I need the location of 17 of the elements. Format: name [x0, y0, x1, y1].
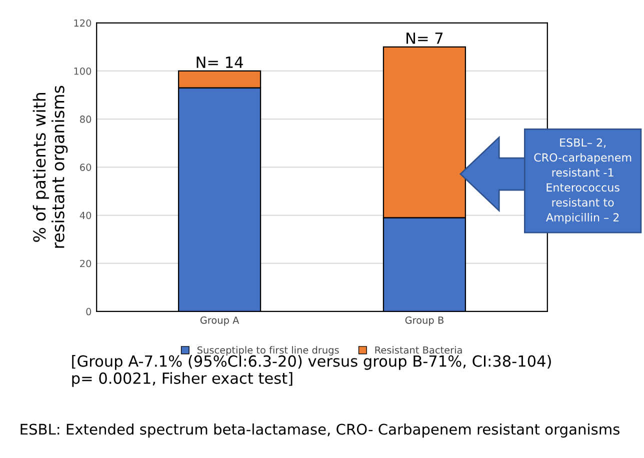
text: [Group A-7.1% (95%CI:6.3-20) versus group B-71%, CI:38-104) p= 0.0021, Fisher exact test]: [72, 355, 551, 387]
y-axis-title: % of patients with resistant organisms: [32, 86, 68, 248]
y-tick-label: 0: [86, 308, 92, 316]
y-tick-label: 120: [74, 19, 92, 27]
legend-label: Susceptiple to first line drugs: [197, 346, 339, 356]
text: ESBL: Extended spectrum beta-lactamase, CRO- Carbapenem resistant organisms: [20, 423, 620, 438]
annotation: N= 14: [196, 56, 243, 68]
y-tick-label: 80: [80, 116, 92, 123]
y-tick-label: 40: [80, 212, 92, 220]
y-tick-label: 100: [74, 67, 92, 75]
annotation: ESBL– 2, CRO-carbapenem resistant -1 Enterococcus resistant to Ampicillin – 2: [534, 138, 632, 224]
x-tick-label: Group A: [200, 316, 240, 326]
x-tick-label: Group B: [405, 316, 444, 326]
y-tick-label: 20: [80, 260, 92, 268]
y-tick-label: 60: [80, 164, 92, 171]
annotation: N= 7: [406, 32, 443, 44]
legend-label: Resistant Bacteria: [375, 346, 462, 354]
